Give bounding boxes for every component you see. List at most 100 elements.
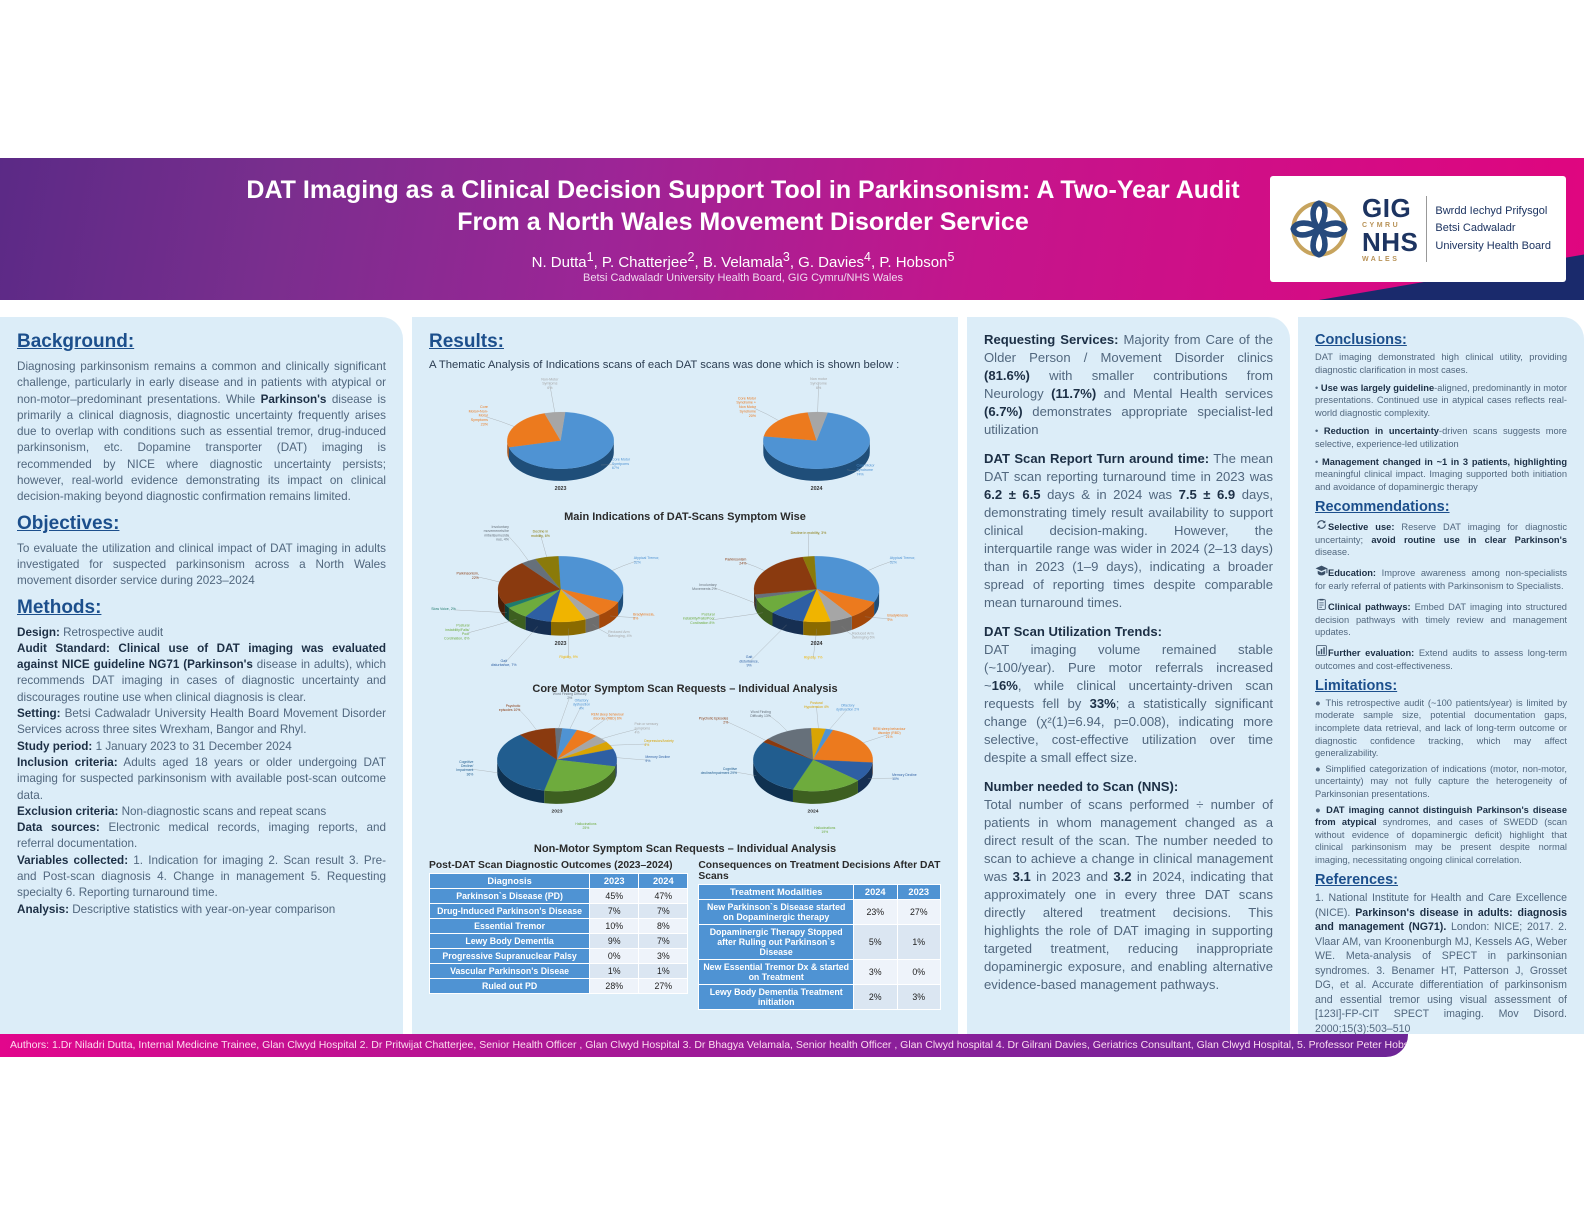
svg-text:disorder (RBD) 6%: disorder (RBD) 6% [593,717,622,721]
svg-text:Pain or sensory: Pain or sensory [635,722,659,726]
svg-text:REM sleep behaviour: REM sleep behaviour [591,713,624,717]
svg-text:Core Motor: Core Motor [612,457,631,461]
svg-text:Olfactory: Olfactory [575,698,589,702]
svg-text:Parkinsonism,: Parkinsonism, [456,572,478,576]
svg-text:Postural: Postural [701,612,714,616]
svg-text:nus, 4%: nus, 4% [496,538,510,542]
svg-text:Olfactory: Olfactory [841,704,855,708]
svg-text:Memory Decline: Memory Decline [645,755,670,759]
svg-text:20%: 20% [749,414,757,418]
svg-text:21%: 21% [886,735,893,739]
svg-text:4%: 4% [635,730,640,734]
svg-text:mibelisumus/do: mibelisumus/do [484,533,509,537]
svg-text:2023: 2023 [551,808,562,814]
svg-text:Difficulty 13%: Difficulty 13% [750,714,771,718]
svg-text:Postural: Postural [456,624,469,628]
svg-text:Poor: Poor [462,632,470,636]
svg-text:Core Motor: Core Motor [856,464,875,468]
svg-text:32%: 32% [634,560,642,564]
svg-text:Word Finding Difficulty: Word Finding Difficulty [553,692,587,696]
svg-text:Psychotic: Psychotic [506,704,521,708]
svg-text:decline/impairment 29%: decline/impairment 29% [701,771,737,775]
svg-text:6%: 6% [547,386,553,390]
svg-text:disorder (RBD): disorder (RBD) [878,731,901,735]
svg-text:Core: Core [480,405,488,409]
svg-text:2024: 2024 [811,486,823,492]
svg-text:mobility, 6%: mobility, 6% [531,534,551,538]
svg-text:Syndrome +: Syndrome + [736,401,756,405]
svg-text:Symtoms: Symtoms [542,382,557,386]
svg-text:Motor+Non-: Motor+Non- [469,409,489,413]
svg-text:19%: 19% [821,830,828,834]
svg-text:Bradykinesia: Bradykinesia [887,614,907,618]
svg-text:Syndrome: Syndrome [856,468,873,472]
svg-text:Decline in mobility, 3%: Decline in mobility, 3% [791,531,827,535]
svg-text:Word Finding: Word Finding [751,710,771,714]
svg-text:74%: 74% [856,472,864,476]
svg-text:dysfunction: dysfunction [573,703,590,707]
svg-text:8%: 8% [633,617,639,621]
svg-text:Syndrome: Syndrome [810,381,827,385]
svg-text:swininging, 4%: swininging, 4% [608,634,633,638]
svg-text:Reduced Arm: Reduced Arm [852,631,874,635]
svg-text:REM sleep behaviour: REM sleep behaviour [873,727,906,731]
svg-text:Decline/: Decline/ [461,764,473,768]
svg-text:Reduced Arm: Reduced Arm [608,630,630,634]
svg-text:Non motor: Non motor [810,377,828,381]
svg-text:Gait: Gait [746,655,753,659]
svg-text:9%: 9% [645,759,650,763]
svg-text:Hallucinations: Hallucinations [575,822,597,826]
svg-text:2024: 2024 [807,808,818,814]
svg-text:Motor: Motor [479,414,489,418]
svg-text:4%: 4% [579,707,584,711]
svg-text:9%: 9% [747,664,753,668]
svg-text:Depression/Anxiety: Depression/Anxiety [644,739,674,743]
svg-text:Non-Motor: Non-Motor [541,377,559,381]
svg-text:swininging 6%: swininging 6% [852,636,876,640]
svg-text:Core Motor: Core Motor [738,396,757,400]
svg-text:episodes 10%: episodes 10% [499,708,520,712]
svg-text:Impairment: Impairment [456,768,473,772]
svg-text:Postural: Postural [810,701,823,705]
svg-text:Cognitive: Cognitive [723,767,737,771]
svg-text:Rigidity, 7%: Rigidity, 7% [804,655,823,659]
svg-text:Parkinsonism: Parkinsonism [725,557,746,561]
svg-text:Movements 2%: Movements 2% [692,587,717,591]
svg-text:Symptoms: Symptoms [471,418,488,422]
svg-text:Symtpoms: Symtpoms [612,462,629,466]
svg-text:Hallucinations: Hallucinations [814,826,836,830]
svg-text:24%: 24% [739,562,747,566]
svg-text:23%: 23% [481,422,489,426]
svg-text:2%: 2% [567,696,572,700]
svg-text:dysfunction 2%: dysfunction 2% [836,708,859,712]
svg-text:22%: 22% [472,576,480,580]
svg-text:Syndrome: Syndrome [739,409,756,413]
svg-text:Atypical Tremor,: Atypical Tremor, [890,556,916,560]
svg-text:disturbance,: disturbance, [739,659,758,663]
svg-text:9%: 9% [887,618,893,622]
svg-text:Bradykinesia,: Bradykinesia, [633,612,654,616]
svg-text:32%: 32% [890,560,898,564]
svg-text:2%: 2% [723,720,728,724]
svg-text:movemenets/he: movemenets/he [484,529,509,533]
svg-text:Hypotension 4%: Hypotension 4% [804,705,829,709]
svg-text:Involuntary: Involuntary [699,583,717,587]
svg-text:2023: 2023 [555,486,567,492]
svg-text:Decline in: Decline in [533,530,549,534]
svg-text:instability/Falls/: instability/Falls/ [445,628,469,632]
svg-text:Involuntary: Involuntary [492,525,510,529]
svg-text:Non Motor: Non Motor [739,405,757,409]
svg-text:disturbance, 7%: disturbance, 7% [491,663,517,667]
svg-text:36%: 36% [467,772,474,776]
svg-text:67%: 67% [612,466,620,470]
svg-text:instability/Falls/Poor: instability/Falls/Poor [683,617,715,621]
svg-text:2023: 2023 [555,641,567,647]
svg-text:Cordination, 6%: Cordination, 6% [444,636,470,640]
svg-text:symptoms: symptoms [635,726,651,730]
svg-text:Cognitive: Cognitive [459,760,473,764]
svg-text:Memory Decline: Memory Decline [892,773,917,777]
svg-text:6%: 6% [816,386,822,390]
svg-text:Slow Voice, 2%: Slow Voice, 2% [431,607,456,611]
svg-text:4%: 4% [644,743,649,747]
svg-text:25%: 25% [582,826,589,830]
